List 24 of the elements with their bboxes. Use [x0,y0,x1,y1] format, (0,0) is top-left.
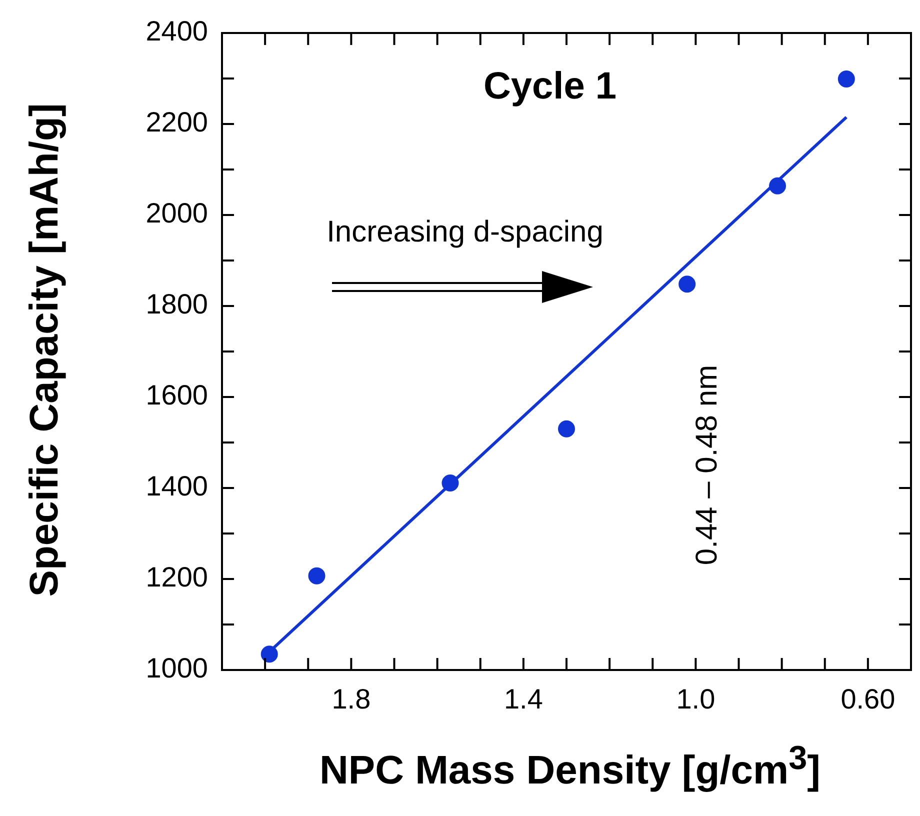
y-tick-label: 2200 [146,106,208,138]
point [558,420,575,438]
x-axis-title: NPC Mass Density [g/cm$^{3}$] [318,740,822,794]
y-tick-label: 1600 [146,380,208,411]
y-tick-label: 1000 [146,652,208,684]
point [442,474,459,492]
annotation: Increasing d-spacing [326,215,604,248]
x-tick-label: 0.60 [840,684,896,715]
point [678,276,696,293]
point [260,646,278,663]
y-tick-label: 2400 [146,16,208,47]
point [769,177,786,194]
x-tick-label: 1.4 [504,684,543,715]
y-tick-label: 2000 [146,198,208,229]
point [308,567,326,584]
y-tick-label: 1200 [146,562,208,593]
y-tick-label: 1800 [146,288,208,320]
annotation: Cycle 1 [483,65,617,108]
x-tick-label: 1.8 [332,684,371,715]
x-tick-label: 1.0 [676,684,716,715]
y-axis-title: Specific Capacity [mAh/g] [22,102,68,599]
annotation: 0.44 – 0.48 nm [690,364,724,566]
y-tick-label: 1400 [146,470,208,502]
point [838,70,855,88]
